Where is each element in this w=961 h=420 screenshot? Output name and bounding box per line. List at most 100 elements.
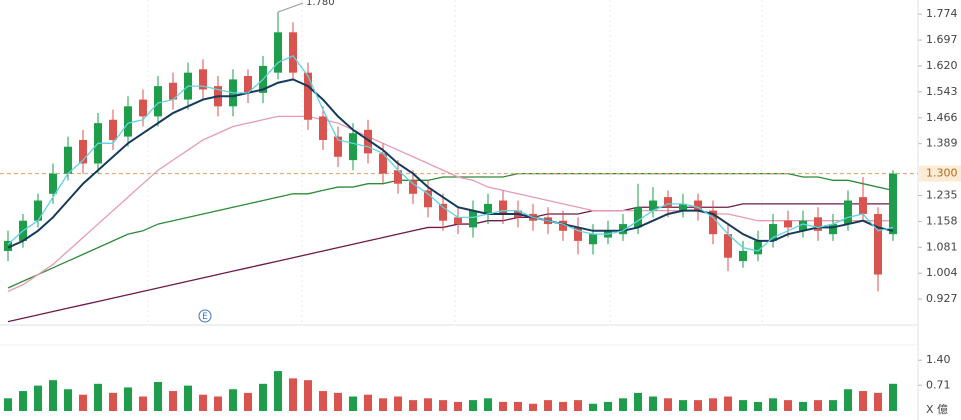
- candle-body: [49, 173, 57, 194]
- candle-body: [424, 190, 432, 208]
- candle-body: [34, 200, 42, 221]
- candle-body: [649, 200, 657, 211]
- current-price-box: [919, 165, 961, 182]
- current-price-label: 1.300: [926, 167, 958, 180]
- candle-body: [124, 106, 132, 137]
- moving-average: [7, 172, 894, 289]
- candle-body: [304, 72, 312, 120]
- candle-body: [349, 133, 357, 161]
- volume-bar: [469, 400, 477, 411]
- volume-bar: [709, 398, 717, 411]
- candle-body: [619, 224, 627, 235]
- candle-body: [739, 250, 747, 262]
- candle-body: [244, 76, 252, 93]
- volume-bar: [319, 391, 327, 411]
- candle-body: [859, 197, 867, 214]
- candle-body: [559, 220, 567, 231]
- y-tick-label: 1.774: [926, 7, 958, 20]
- y-tick-label: 1.620: [926, 59, 958, 72]
- annotation: 1.780: [306, 0, 335, 8]
- candle-body: [754, 240, 762, 255]
- candle-body: [799, 220, 807, 231]
- candle-body: [574, 227, 582, 241]
- y-tick-label: 1.389: [926, 137, 958, 150]
- volume-bar: [244, 392, 252, 411]
- volume-bar: [874, 392, 882, 411]
- volume-bar: [409, 400, 417, 411]
- y-tick-label: 1.158: [926, 214, 958, 227]
- candle-body: [709, 210, 717, 235]
- candle-body: [169, 82, 177, 100]
- candle-body: [634, 207, 642, 228]
- annotation-leader: [277, 2, 304, 13]
- candle-body: [454, 217, 462, 225]
- volume-bar: [724, 396, 732, 411]
- volume-bar: [559, 401, 567, 411]
- candle-body: [469, 210, 477, 228]
- volume-bar: [544, 400, 552, 411]
- volume-bar: [379, 398, 387, 411]
- volume-bar: [19, 391, 27, 411]
- event-marker-label: E: [202, 312, 208, 322]
- candle-body: [409, 180, 417, 194]
- volume-bar: [889, 383, 897, 411]
- volume-bar: [649, 396, 657, 411]
- y-tick-label: 1.235: [926, 188, 958, 201]
- volume-bar: [589, 403, 597, 411]
- volume-bar: [739, 400, 747, 411]
- candle-body: [589, 234, 597, 245]
- candle-body: [199, 69, 207, 90]
- volume-bar: [184, 385, 192, 411]
- volume-bar: [169, 391, 177, 411]
- volume-bar: [619, 398, 627, 411]
- volume-bar: [49, 380, 57, 411]
- volume-bar: [394, 396, 402, 411]
- candle-body: [484, 203, 492, 214]
- candle-body: [109, 119, 117, 140]
- volume-bar: [829, 400, 837, 411]
- volume-bar: [154, 381, 162, 411]
- volume-bar: [484, 398, 492, 411]
- y-tick-label: 1.697: [926, 33, 958, 46]
- candle-body: [64, 146, 72, 174]
- candle-body: [889, 173, 897, 235]
- candle-body: [439, 203, 447, 221]
- volume-bar: [349, 396, 357, 411]
- volume-bar: [499, 401, 507, 411]
- candle-body: [769, 224, 777, 241]
- volume-bar: [304, 380, 312, 411]
- candle-body: [724, 234, 732, 258]
- volume-bar: [799, 401, 807, 411]
- volume-bar: [439, 400, 447, 411]
- y-tick-label: 1.004: [926, 266, 958, 279]
- volume-bar: [364, 394, 372, 411]
- volume-unit: X 億: [926, 403, 948, 416]
- volume-bar: [274, 371, 282, 411]
- volume-tick-label: 1.40: [926, 353, 951, 366]
- volume-bar: [604, 401, 612, 411]
- moving-average: [7, 78, 894, 249]
- candle-body: [334, 136, 342, 157]
- moving-average: [7, 55, 894, 252]
- volume-bar: [844, 389, 852, 411]
- candle-body: [784, 220, 792, 228]
- candle-body: [364, 129, 372, 154]
- candle-body: [79, 139, 87, 164]
- volume-bar: [514, 401, 522, 411]
- volume-bar: [334, 392, 342, 411]
- volume-bar: [289, 378, 297, 411]
- volume-bar: [664, 398, 672, 411]
- candle-body: [844, 200, 852, 225]
- candle-body: [694, 200, 702, 211]
- volume-bar: [574, 400, 582, 411]
- volume-bar: [259, 383, 267, 411]
- volume-bar: [814, 400, 822, 411]
- volume-bar: [199, 394, 207, 411]
- volume-bar: [109, 392, 117, 411]
- volume-bar: [694, 400, 702, 411]
- volume-bar: [94, 383, 102, 411]
- volume-bar: [139, 396, 147, 411]
- volume-bar: [784, 400, 792, 411]
- volume-bar: [454, 401, 462, 411]
